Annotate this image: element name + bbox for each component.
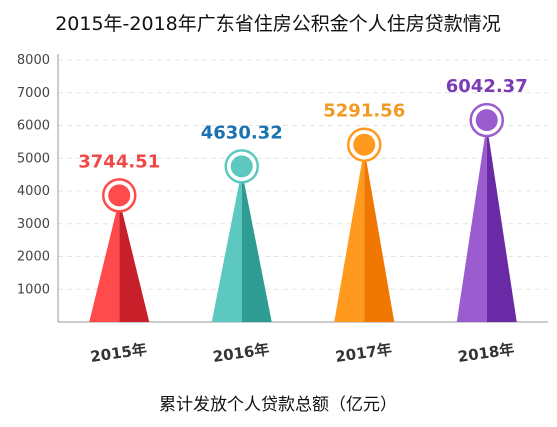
bar-face-left (456, 124, 487, 322)
bar-face-right (486, 124, 517, 322)
x-axis-label: 累计发放个人贷款总额（亿元） (159, 395, 397, 415)
y-tick-label: 1000 (17, 282, 50, 297)
grid-lines (58, 59, 548, 290)
data-label: 3744.51 (78, 151, 160, 172)
marker-dot (475, 109, 498, 132)
marker-dot (108, 184, 131, 207)
bar-face-left (334, 148, 365, 322)
y-tick-label: 6000 (17, 119, 50, 134)
y-tick-label: 4000 (17, 184, 50, 199)
chart-title: 2015年-2018年广东省住房公积金个人住房贷款情况 (55, 13, 501, 35)
bar-face-left (89, 199, 120, 322)
data-label: 5291.56 (323, 101, 405, 122)
y-tick-label: 5000 (17, 151, 50, 166)
x-tick-label: 2016年 (212, 340, 271, 366)
bar-face-right (119, 199, 150, 322)
bars: 3744.51 4630.32 5291.56 6042.37 (78, 76, 528, 322)
bar: 5291.56 (323, 101, 405, 322)
bar-face-right (241, 170, 272, 322)
bar-face-right (364, 148, 395, 322)
y-tick-label: 7000 (17, 86, 50, 101)
x-tick-label: 2017年 (334, 340, 393, 366)
bar: 6042.37 (446, 76, 528, 322)
data-label: 4630.32 (201, 122, 283, 143)
bar-face-left (211, 170, 242, 322)
y-tick-label: 3000 (17, 217, 50, 232)
y-tick-label: 8000 (17, 53, 50, 68)
marker-dot (230, 155, 253, 178)
marker-dot (353, 133, 376, 156)
bar: 4630.32 (201, 122, 283, 322)
data-label: 6042.37 (446, 76, 528, 97)
x-tick-labels: 2015年 2016年 2017年 2018年 (89, 340, 515, 366)
x-tick-label: 2015年 (89, 340, 148, 366)
bar: 3744.51 (78, 151, 160, 322)
y-tick-label: 2000 (17, 250, 50, 265)
x-tick-label: 2018年 (457, 340, 516, 366)
y-tick-labels: 1000 2000 3000 4000 5000 6000 7000 8000 (17, 53, 50, 297)
